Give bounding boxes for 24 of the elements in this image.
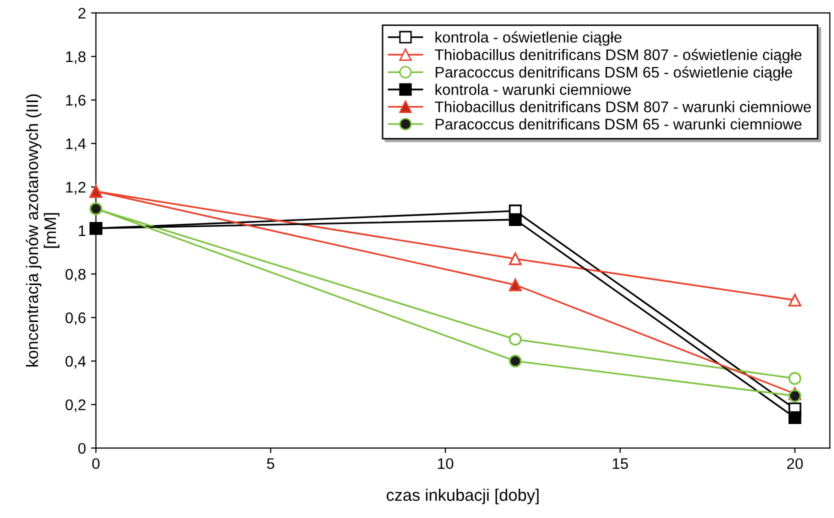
y-tick-label: 2 (78, 8, 86, 18)
y-tick-label: 1,2 (66, 182, 86, 194)
legend-label: Paracoccus denitrificans DSM 65 - oświetlenie ciągłe (436, 66, 792, 81)
y-tick-label: 0,8 (66, 268, 86, 282)
x-tick-label: 20 (787, 458, 803, 470)
y-tick-label: 0,4 (66, 356, 86, 369)
y-tick-label: 1 (78, 226, 86, 236)
y-tick-label: 1,8 (66, 51, 86, 64)
y-tick-label: 0,2 (66, 399, 86, 412)
legend-label: Thiobacillus denitrificans DSM 807 - warunki ciemniowe (434, 101, 811, 112)
y-tick-label: 1,4 (66, 138, 86, 151)
x-tick-label: 5 (267, 458, 274, 470)
legend-label: kontrola - warunki ciemniowe (436, 84, 631, 95)
x-tick-label: 15 (612, 458, 628, 470)
legend-label: kontrola - oświetlenie ciągłe (436, 31, 622, 46)
x-axis-title: czas inkubacji [doby] (386, 488, 539, 504)
y-axis-title: koncentracja jonów azotanowych (III) [mM] (26, 94, 60, 366)
y-tick-label: 0,6 (66, 312, 86, 326)
y-tick-label: 0 (78, 442, 86, 454)
legend-label: Paracoccus denitrificans DSM 65 - warunki ciemniowe (436, 118, 802, 130)
x-tick-label: 0 (92, 458, 100, 470)
x-tick-label: 10 (438, 458, 454, 470)
y-tick-label: 1,6 (66, 94, 86, 108)
legend-label: Thiobacillus denitrificans DSM 807 - oświetlenie ciągłe (434, 48, 802, 64)
